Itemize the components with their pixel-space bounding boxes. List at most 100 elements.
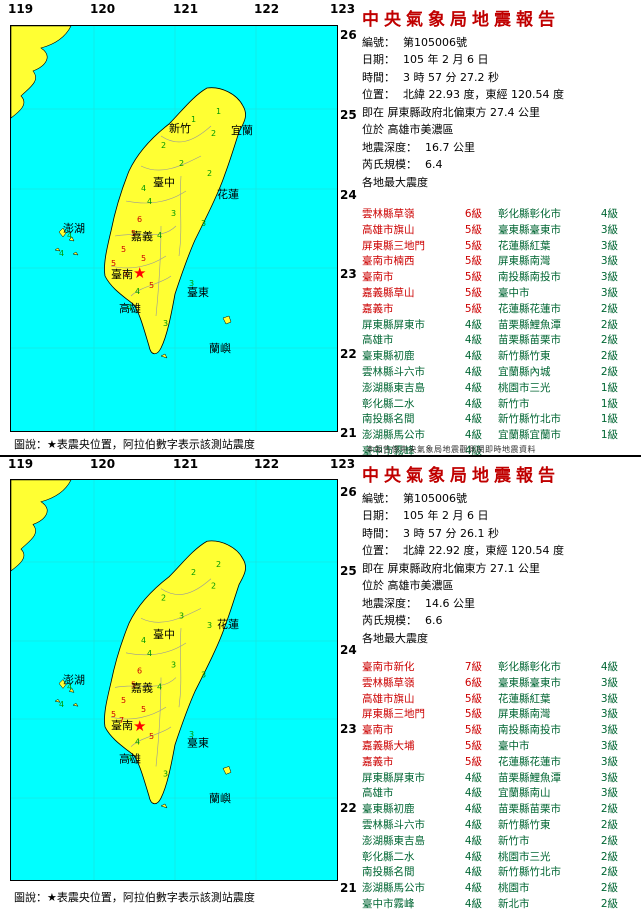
lat-label: 24 [340, 643, 357, 657]
svg-text:3: 3 [171, 661, 176, 670]
report-magnitude: 6.4 [425, 158, 443, 171]
intensity-level: 5級 [464, 724, 482, 737]
svg-text:5: 5 [141, 254, 146, 263]
intensity-row: 新竹縣竹東 2級 [498, 818, 618, 834]
intensity-row: 新竹縣竹北市 1級 [498, 412, 618, 428]
report-depth: 16.7 公里 [425, 140, 475, 154]
report-number-row: 編號： 第105006號 [362, 34, 640, 52]
lon-label: 121 [173, 2, 199, 16]
intensity-level: 2級 [600, 350, 618, 363]
lon-label: 122 [254, 2, 280, 16]
station-name: 嘉義市 [362, 755, 394, 768]
report-location-detail: 即在 屏東縣政府北偏東方 27.4 公里 [362, 105, 540, 119]
report-time: 3 時 57 分 26.1 秒 [403, 526, 499, 540]
station-name: 臺中市霧峰 [362, 444, 415, 457]
intensity-row: 彰化縣彰化市 4級 [498, 207, 618, 223]
intensity-row: 高雄市旗山 5級 [362, 223, 482, 239]
report-depth-row: 地震深度： 16.7 公里 [362, 139, 640, 157]
report-number: 第105006號 [403, 35, 467, 49]
station-name: 新竹縣竹東 [498, 818, 551, 831]
intensity-level: 4級 [464, 397, 482, 410]
place-label: 嘉義 [131, 680, 153, 694]
intensity-row: 花蓮縣花蓮市 3級 [498, 755, 618, 771]
place-label: 澎湖 [63, 222, 85, 235]
station-name: 臺東縣臺東市 [498, 676, 561, 689]
station-name: 宜蘭縣宜蘭市 [498, 429, 561, 442]
station-name: 嘉義縣大埔 [362, 739, 415, 752]
lat-label: 26 [340, 485, 357, 499]
intensity-row: 嘉義市 5級 [362, 755, 482, 771]
station-name: 苗栗縣鯉魚潭 [498, 318, 561, 331]
lon-label: 120 [90, 2, 116, 16]
report-footnote: 本報告係中央氣象局地震觀測網即時地震資料 [366, 445, 536, 454]
field-label: 時間： [362, 70, 395, 84]
intensity-level: 2級 [600, 318, 618, 331]
place-label: 臺中 [153, 627, 175, 641]
place-label: 高雄 [119, 301, 141, 315]
station-name: 臺中市 [498, 286, 530, 299]
station-name: 雲林縣草嶺 [362, 208, 415, 220]
intensity-row: 苗栗縣鯉魚潭 2級 [498, 318, 618, 334]
lat-label: 23 [340, 722, 357, 736]
report-time-row: 時間： 3 時 57 分 27.2 秒 [362, 69, 640, 87]
svg-text:4: 4 [59, 700, 64, 709]
intensity-level: 4級 [464, 334, 482, 347]
svg-text:5: 5 [111, 259, 116, 268]
svg-text:5: 5 [131, 229, 136, 238]
report-location-district: 位於 高雄市美濃區 [362, 579, 454, 592]
intensity-row: 雲林縣斗六市 4級 [362, 818, 482, 834]
intensity-heading: 各地最大震度 [362, 175, 428, 189]
intensity-row: 澎湖縣東吉島 4級 [362, 381, 482, 397]
svg-text:4: 4 [67, 231, 72, 240]
station-name: 高雄市 [362, 334, 394, 347]
svg-text:2: 2 [179, 159, 184, 168]
intensity-row: 新竹市 1級 [498, 397, 618, 413]
station-name: 高雄市 [362, 787, 394, 800]
intensity-level: 3級 [600, 755, 618, 768]
intensity-row: 屏東縣三地門 5級 [362, 239, 482, 255]
intensity-level: 5級 [464, 708, 482, 721]
place-label: 新竹 [169, 121, 191, 135]
intensity-row: 高雄市旗山 5級 [362, 692, 482, 708]
intensity-row: 桃園市三光 2級 [498, 850, 618, 866]
report-date-row: 日期： 105 年 2 月 6 日 [362, 51, 640, 69]
station-name: 苗栗縣鯉魚潭 [498, 771, 561, 784]
intensity-level: 3級 [600, 286, 618, 299]
station-name: 澎湖縣馬公市 [362, 429, 425, 442]
station-name: 桃園市三光 [498, 381, 551, 394]
svg-text:3: 3 [163, 319, 168, 328]
svg-text:2: 2 [211, 129, 216, 138]
lat-label: 25 [340, 564, 357, 578]
svg-text:4: 4 [67, 682, 72, 691]
svg-text:5: 5 [121, 245, 126, 254]
station-name: 苗栗縣苗栗市 [498, 803, 561, 816]
station-name: 新竹市 [498, 397, 530, 410]
station-name: 新竹縣竹北市 [498, 413, 561, 426]
report-number-row: 編號： 第105006號 [362, 490, 640, 508]
legend-caption: 圖說：★表震央位置，阿拉伯數字表示該測站震度 [14, 891, 255, 904]
epicenter-star-icon: ★ [133, 717, 146, 735]
place-label: 臺中 [153, 175, 175, 189]
place-label: 臺南 [111, 267, 133, 281]
intensity-level: 2級 [600, 803, 618, 816]
svg-text:6: 6 [137, 667, 142, 676]
station-name: 屏東縣屏東市 [362, 771, 425, 784]
lat-label: 25 [340, 108, 357, 122]
svg-text:1: 1 [191, 115, 196, 124]
field-label: 位置： [362, 88, 395, 101]
station-name: 新竹市 [498, 834, 530, 847]
field-label: 時間： [362, 526, 395, 540]
place-label: 臺南 [111, 718, 133, 732]
intensity-row: 宜蘭縣內城 2級 [498, 365, 618, 381]
svg-text:3: 3 [201, 671, 206, 680]
intensity-row: 彰化縣彰化市 4級 [498, 660, 618, 676]
lat-label: 24 [340, 188, 357, 202]
svg-text:4: 4 [59, 249, 64, 258]
place-label: 蘭嶼 [209, 791, 231, 805]
field-label: 地震深度： [362, 596, 417, 610]
intensity-level: 5級 [464, 223, 482, 236]
intensity-row: 臺東縣初鹿 4級 [362, 349, 482, 365]
intensity-row: 雲林縣斗六市 4級 [362, 365, 482, 381]
intensity-row: 新北市 2級 [498, 897, 618, 913]
